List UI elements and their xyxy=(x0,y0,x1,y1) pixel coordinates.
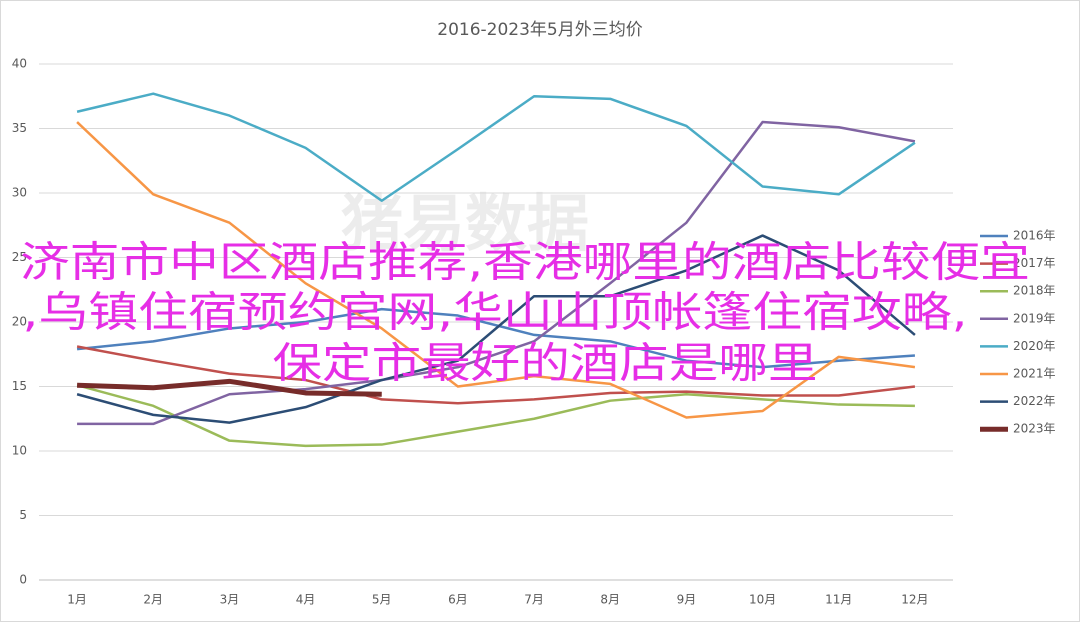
y-tick-label: 10 xyxy=(12,444,27,458)
legend-label: 2017年 xyxy=(1013,256,1056,270)
y-tick-label: 15 xyxy=(12,379,27,393)
chart-title: 2016-2023年5月外三均价 xyxy=(437,20,642,40)
x-tick-label: 3月 xyxy=(220,593,240,607)
x-tick-label: 7月 xyxy=(524,593,544,607)
x-tick-label: 6月 xyxy=(448,593,468,607)
x-tick-label: 5月 xyxy=(372,593,392,607)
series-line xyxy=(76,121,916,419)
legend-label: 2021年 xyxy=(1013,367,1056,381)
overlay-text: ,乌镇住宿预约官网,华山山顶帐篷住宿攻略, xyxy=(23,288,968,337)
series-line xyxy=(76,234,916,424)
y-tick-label: 5 xyxy=(19,508,27,522)
x-tick-label: 4月 xyxy=(296,593,316,607)
x-tick-label: 1月 xyxy=(67,593,87,607)
series-line xyxy=(76,384,915,448)
legend-label: 2023年 xyxy=(1013,422,1056,436)
legend-label: 2022年 xyxy=(1013,394,1056,408)
series-line xyxy=(76,378,382,397)
x-tick-label: 9月 xyxy=(677,593,697,607)
y-tick-label: 30 xyxy=(12,186,27,200)
y-tick-label: 35 xyxy=(12,121,27,135)
y-tick-label: 0 xyxy=(19,573,27,587)
series-line xyxy=(76,345,916,405)
x-tick-label: 2月 xyxy=(143,593,163,607)
x-tick-label: 8月 xyxy=(600,593,620,607)
x-tick-label: 10月 xyxy=(749,593,776,607)
y-tick-label: 25 xyxy=(12,250,27,264)
series-line xyxy=(76,92,916,202)
x-tick-label: 12月 xyxy=(901,593,928,607)
y-tick-label: 40 xyxy=(12,57,27,71)
series-line xyxy=(76,307,916,369)
legend-label: 2018年 xyxy=(1013,284,1056,298)
y-tick-label: 20 xyxy=(12,315,27,329)
legend-label: 2019年 xyxy=(1013,311,1056,325)
legend-label: 2016年 xyxy=(1013,229,1056,243)
overlay-text: 保定市最好的酒店是哪里 xyxy=(273,339,818,388)
legend-label: 2020年 xyxy=(1013,339,1056,353)
overlay-text: 济南市中区酒店推荐,香港哪里的酒店比较便宜 xyxy=(20,238,1030,287)
x-tick-label: 11月 xyxy=(825,593,852,607)
series-line xyxy=(77,120,916,426)
